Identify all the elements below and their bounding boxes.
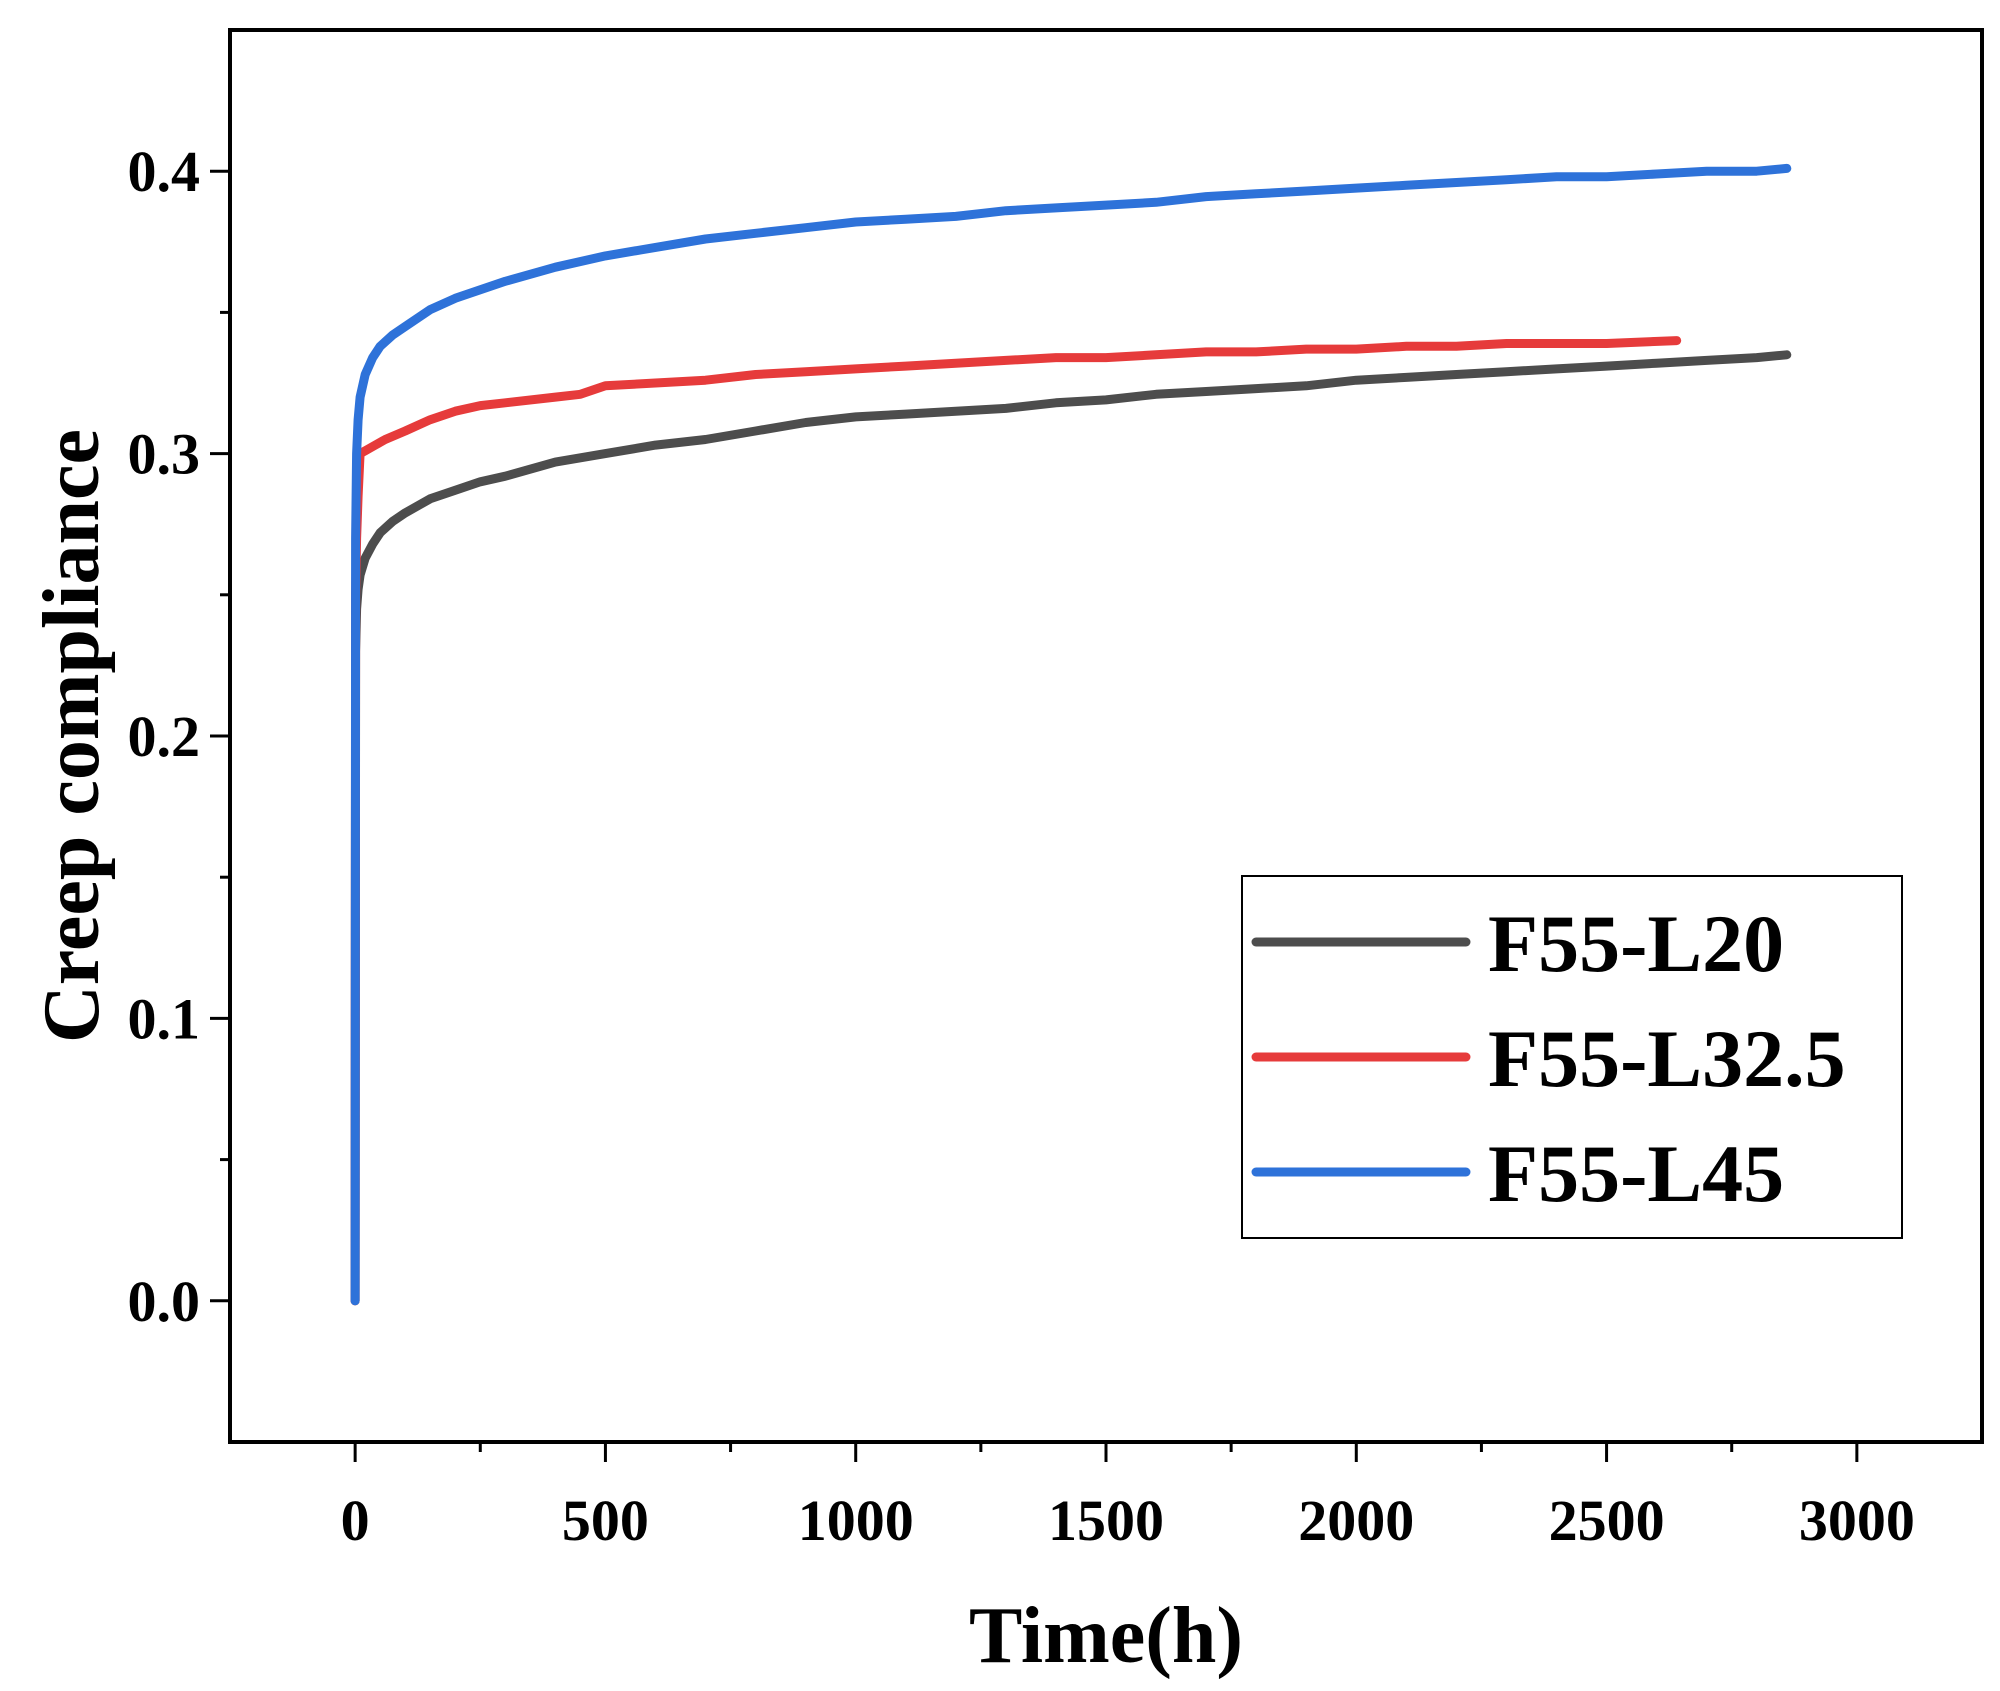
x-tick-label: 1000 bbox=[798, 1488, 914, 1553]
legend-label-f55-l45: F55-L45 bbox=[1488, 1128, 1784, 1219]
x-tick-label: 2500 bbox=[1549, 1488, 1665, 1553]
y-axis-title: Creep compliance bbox=[28, 429, 116, 1043]
legend: F55-L20 F55-L32.5 F55-L45 bbox=[1241, 875, 1903, 1239]
y-tick-label: 0.3 bbox=[128, 422, 201, 487]
legend-label-f55-l32-5: F55-L32.5 bbox=[1488, 1013, 1846, 1104]
y-tick-label: 0.1 bbox=[128, 986, 201, 1051]
x-tick-label: 3000 bbox=[1799, 1488, 1915, 1553]
series-line-f55-l32-5 bbox=[350, 336, 1682, 1306]
x-tick-label: 1500 bbox=[1048, 1488, 1164, 1553]
x-axis-title: Time(h) bbox=[969, 1592, 1243, 1680]
y-tick-label: 0.0 bbox=[128, 1269, 201, 1334]
legend-label-f55-l20: F55-L20 bbox=[1488, 898, 1784, 989]
tick-layer: 0 500 1000 1500 2000 2500 3000 0.0 0.1 0.2 0.3 0.4 bbox=[128, 139, 1915, 1553]
y-tick-label: 0.2 bbox=[128, 704, 201, 769]
series-line-f55-l45 bbox=[350, 163, 1792, 1306]
series-line-f55-l20 bbox=[350, 350, 1792, 1306]
x-tick-label: 2000 bbox=[1298, 1488, 1414, 1553]
x-tick-label: 500 bbox=[562, 1488, 649, 1553]
y-tick-label: 0.4 bbox=[128, 139, 201, 204]
series-layer bbox=[350, 163, 1792, 1306]
x-tick-label: 0 bbox=[341, 1488, 370, 1553]
